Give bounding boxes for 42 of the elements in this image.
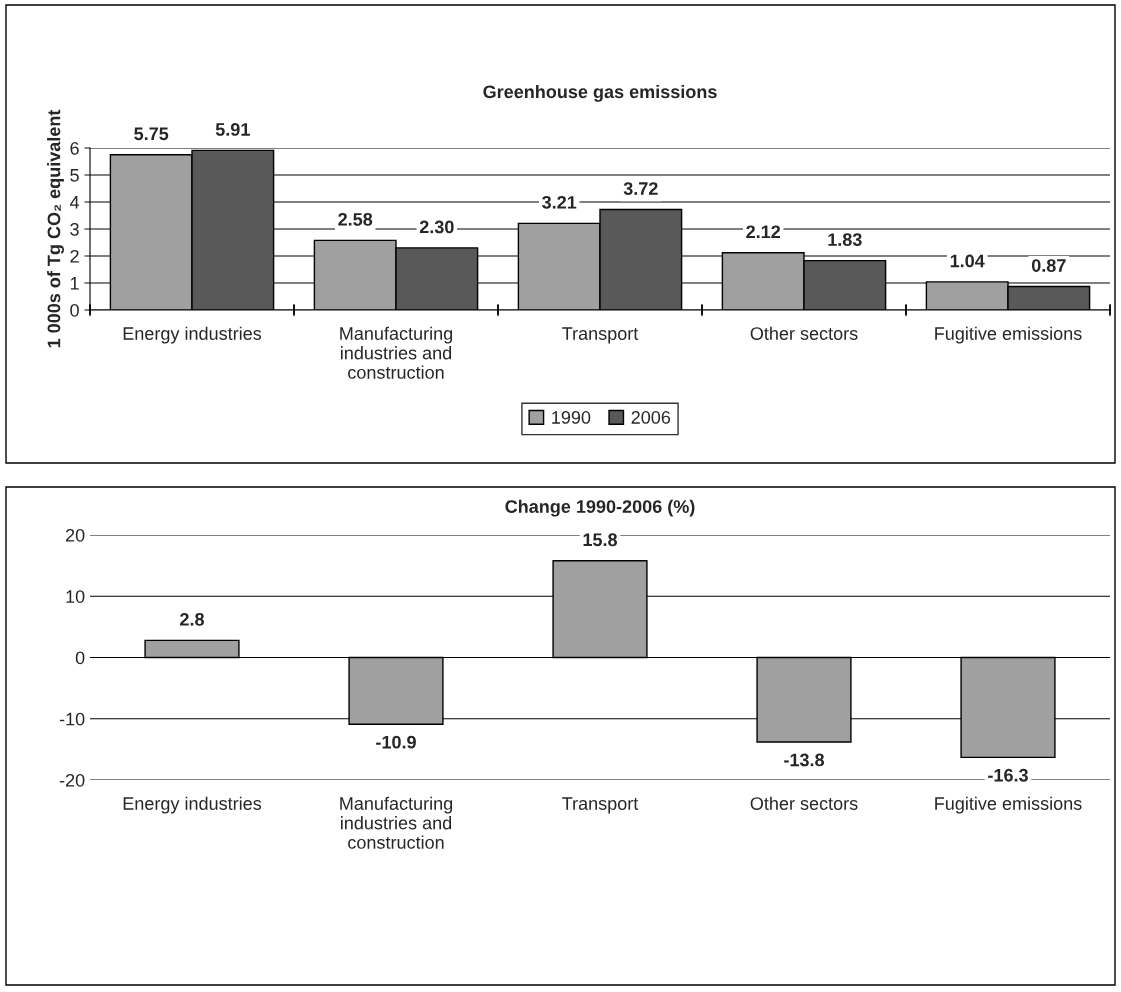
data-label: -16.3 <box>988 768 1028 782</box>
data-label: 2.8 <box>180 612 204 626</box>
data-label: -13.8 <box>784 753 825 767</box>
x-tick-label: Fugitive emissions <box>935 326 1082 344</box>
chart-title: Greenhouse gas emissions <box>483 84 717 102</box>
x-tick-label: Energy industries <box>123 796 262 814</box>
y-axis-title: 1 000s of Tg CO₂ equivalent <box>47 109 64 348</box>
y-tick-label: 1 <box>70 277 79 290</box>
y-tick-label: 20 <box>65 528 85 542</box>
y-tick-label: 5 <box>70 169 79 182</box>
x-tick-label: Energy industries <box>123 326 262 344</box>
y-tick-label: -20 <box>59 773 85 787</box>
x-tick-label: Other sectors <box>750 326 858 340</box>
data-label: 1.04 <box>950 254 985 268</box>
y-tick-label: 0 <box>70 303 79 317</box>
data-label: 1.83 <box>828 233 862 247</box>
legend-label: 2006 <box>631 411 671 424</box>
data-label: 3.72 <box>623 182 658 195</box>
y-tick-label: 3 <box>70 222 79 236</box>
data-label: 2.12 <box>746 225 781 238</box>
data-label: -10.9 <box>376 735 416 749</box>
data-label: 2.58 <box>338 212 373 226</box>
x-tick-label: Transport <box>562 797 639 814</box>
x-tick-label: Fugitive emissions <box>935 796 1082 814</box>
data-label: 2.30 <box>419 220 454 234</box>
chart-title: Change 1990-2006 (%) <box>505 499 695 517</box>
data-label: 0.87 <box>1031 259 1066 272</box>
data-label: 15.8 <box>583 533 618 547</box>
data-label: 5.91 <box>215 123 250 136</box>
data-label: 5.75 <box>134 127 169 141</box>
y-tick-label: 6 <box>70 141 79 155</box>
y-tick-label: 2 <box>70 249 79 263</box>
y-tick-label: -10 <box>59 712 85 726</box>
data-label: 3.21 <box>542 195 577 209</box>
y-tick-label: 10 <box>66 590 85 603</box>
x-tick-label: Transport <box>562 327 639 344</box>
x-tick-label: Manufacturing industries and construction <box>340 796 453 849</box>
x-tick-label: Other sectors <box>750 796 858 810</box>
legend-label: 1990 <box>552 411 591 424</box>
x-tick-label: Manufacturing industries and construction <box>340 326 453 379</box>
y-tick-label: 0 <box>75 651 85 665</box>
y-tick-label: 4 <box>69 196 80 209</box>
